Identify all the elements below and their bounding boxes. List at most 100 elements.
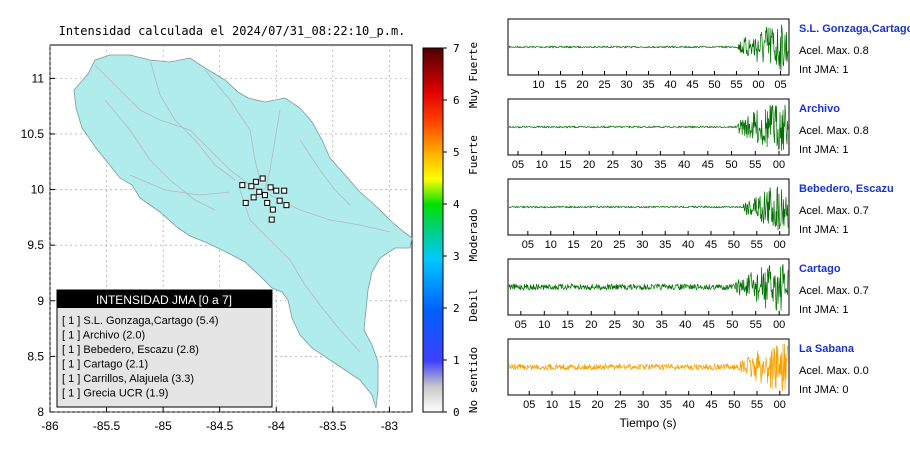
waveform-tick-label: 00 [752, 79, 764, 91]
legend-header [57, 290, 272, 308]
map-x-tick-label: -85 [154, 419, 172, 433]
costa-rica-land [73, 54, 413, 409]
station-name: S.L. Gonzaga,Cartago [799, 23, 910, 35]
station-marker [242, 199, 249, 206]
legend-item: [ 1 ] Bebedero, Escazu (2.8) [62, 344, 199, 356]
map-y-tick-label: 10.5 [21, 127, 45, 141]
map-y-tick-label: 11 [32, 71, 45, 85]
waveform-tick-label: 55 [751, 239, 763, 251]
station-marker [264, 199, 271, 206]
waveform-tick-label: 50 [728, 399, 740, 411]
waveform-tick-label: 10 [546, 399, 558, 411]
waveform-tick-label: 15 [554, 79, 566, 91]
waveform-tick-label: 35 [660, 399, 672, 411]
colorbar-intensity-label: Fuerte [467, 135, 480, 175]
waveform-tick-label: 05 [774, 79, 786, 91]
colorbar-intensity-label: Muy Fuerte [467, 42, 480, 108]
legend-item: [ 1 ] Grecia UCR (1.9) [62, 388, 168, 400]
map-y-tick-label: 9.5 [27, 238, 44, 252]
waveform-tick-label: 25 [614, 399, 626, 411]
station-name: Bebedero, Escazu [799, 183, 894, 195]
waveform-tick-label: 10 [545, 239, 557, 251]
waveform-tick-label: 30 [636, 239, 648, 251]
waveform-tick-label: 10 [532, 79, 544, 91]
map-y-tick-label: 10 [31, 183, 45, 197]
legend-frame [56, 289, 273, 408]
waveform-trace [508, 24, 789, 71]
waveform-panel: 05 10 15 20 25 30 35 40 45 50 55 00 Cartago Acel. Max… [507, 258, 869, 331]
map-title: Intensidad calculada el 2024/07/31_08:22… [59, 24, 406, 38]
waveform-trace [508, 343, 789, 391]
waveform-tick-label: 00 [774, 399, 786, 411]
waveform-tick-label: 15 [568, 239, 580, 251]
map-y-ticks: 11 10.5 10 9.5 9 8.5 8 [21, 71, 55, 419]
colorbar-intensity-label: No sentido [467, 347, 480, 413]
waveform-tick-label: 35 [656, 319, 668, 331]
map-roads [94, 59, 391, 353]
waveform-tick-label: 45 [702, 159, 714, 171]
waveform-tick-label: 40 [682, 239, 694, 251]
map-x-tick-label: -83.5 [319, 419, 347, 433]
map-x-tick-label: -83 [381, 419, 399, 433]
waveform-tick-label: 25 [613, 239, 625, 251]
colorbar-tick-label: 7 [453, 42, 460, 55]
waveform-tick-label: 30 [620, 79, 632, 91]
waveform-tick-label: 25 [607, 159, 619, 171]
station-marker [256, 188, 263, 195]
waveform-tick-label: 45 [703, 319, 715, 331]
waveform-tick-label: 05 [515, 319, 527, 331]
colorbar-tick-label: 1 [453, 354, 460, 367]
colorbar-labels: Muy Fuerte Fuerte Moderado Debil No sentido [467, 42, 480, 413]
waveform-tick-label: 15 [559, 159, 571, 171]
station-marker [269, 206, 276, 213]
station-marker [281, 187, 288, 194]
waveform-tick-label: 30 [631, 159, 643, 171]
legend-item: [ 1 ] Cartago (2.1) [62, 359, 148, 371]
waveform-tick-label: 00 [773, 319, 785, 331]
map-y-tick-label: 9 [37, 294, 44, 308]
waveform-tick-label: 00 [773, 159, 785, 171]
map-y-tick-label: 8.5 [27, 349, 44, 363]
waveform-tick-label: 40 [678, 159, 690, 171]
station-acceleration: Acel. Max. 0.7 [799, 205, 869, 217]
waveform-tick-label: 50 [728, 239, 740, 251]
station-name: Archivo [799, 103, 840, 115]
map-x-tick-label: -84.5 [206, 419, 234, 433]
waveform-tick-label: 35 [654, 159, 666, 171]
colorbar-tick-label: 2 [453, 302, 460, 315]
colorbar-intensity-label: Debil [467, 288, 480, 321]
station-marker [276, 197, 283, 204]
legend-item: [ 1 ] Archivo (2.0) [62, 330, 145, 342]
colorbar-tick-label: 6 [453, 94, 460, 107]
waveform-trace [508, 104, 789, 151]
waveform-tick-label: 45 [705, 399, 717, 411]
waveform-panels: 10 15 20 25 30 35 40 45 50 55 00 05 S.L. Gonzaga,Car… [507, 18, 910, 411]
station-acceleration: Acel. Max. 0.8 [799, 125, 869, 137]
station-marker [267, 184, 274, 191]
waveform-tick-label: 25 [609, 319, 621, 331]
waveform-tick-label: 20 [585, 319, 597, 331]
waveform-tick-label: 55 [751, 399, 763, 411]
station-marker [239, 182, 246, 189]
legend-title: INTENSIDAD JMA [0 a 7] [96, 293, 232, 307]
colorbar-tick-label: 0 [453, 406, 460, 419]
intensity-colorbar: 7 6 5 4 3 2 1 0 Muy Fuerte Fuerte Moderado Debil No… [422, 42, 480, 419]
colorbar-tick-label: 3 [453, 250, 460, 263]
waveform-tick-label: 15 [569, 399, 581, 411]
waveform-tick-label: 20 [583, 159, 595, 171]
colorbar-tick-label: 4 [453, 198, 460, 211]
station-name: Cartago [799, 263, 841, 275]
waveform-tick-label: 15 [562, 319, 574, 331]
station-marker [252, 178, 259, 185]
waveform-trace [508, 264, 789, 311]
station-name: La Sabana [799, 343, 855, 355]
waveform-tick-label: 10 [538, 319, 550, 331]
waveform-tick-label: 40 [683, 399, 695, 411]
waveform-tick-label: 25 [598, 79, 610, 91]
waveform-trace [508, 186, 789, 231]
station-intensity: Int JMA: 1 [799, 64, 849, 76]
colorbar-tick-label: 5 [453, 146, 460, 159]
station-intensity: Int JMA: 0 [799, 384, 849, 396]
waveform-tick-label: 20 [590, 239, 602, 251]
station-intensity: Int JMA: 1 [799, 304, 849, 316]
